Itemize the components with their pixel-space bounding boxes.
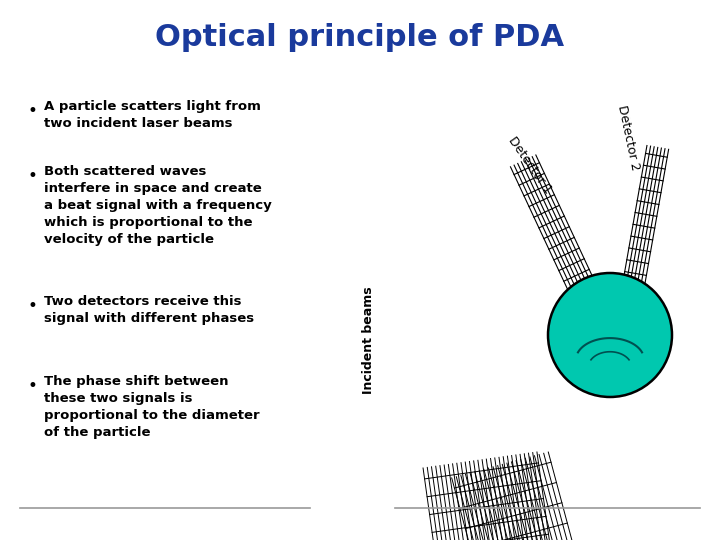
Text: Detector 2: Detector 2 <box>615 104 642 172</box>
Text: •: • <box>28 167 38 185</box>
Text: Incident beams: Incident beams <box>361 286 374 394</box>
Text: Detector 1: Detector 1 <box>505 134 554 196</box>
Text: Both scattered waves
interfere in space and create
a beat signal with a frequenc: Both scattered waves interfere in space … <box>44 165 271 246</box>
Text: The phase shift between
these two signals is
proportional to the diameter
of the: The phase shift between these two signal… <box>44 375 260 439</box>
Text: A particle scatters light from
two incident laser beams: A particle scatters light from two incid… <box>44 100 261 130</box>
Circle shape <box>548 273 672 397</box>
Text: •: • <box>28 377 38 395</box>
Text: Optical principle of PDA: Optical principle of PDA <box>156 24 564 52</box>
Text: •: • <box>28 102 38 120</box>
Text: Two detectors receive this
signal with different phases: Two detectors receive this signal with d… <box>44 295 254 325</box>
Text: •: • <box>28 297 38 315</box>
